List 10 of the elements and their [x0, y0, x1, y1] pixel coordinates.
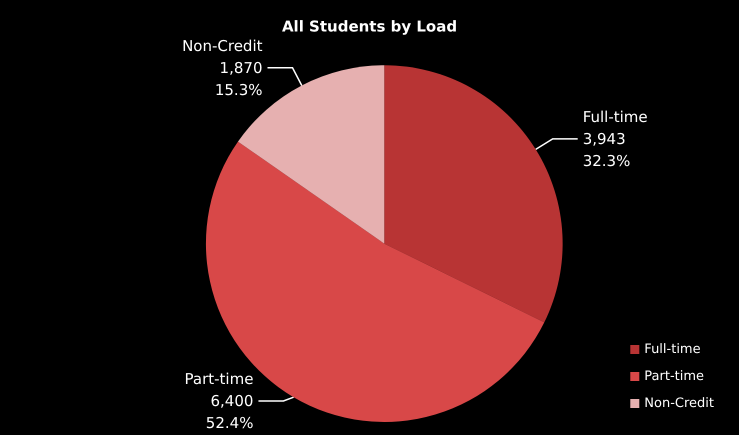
legend-label: Part-time: [644, 369, 704, 384]
data-label: 1,870 15.3%: [214, 58, 263, 99]
slice-label: Part-time: [184, 370, 254, 388]
legend-label: Full-time: [644, 342, 701, 357]
chart-title: All Students by Load: [282, 18, 458, 36]
slice-label: Full-time: [582, 108, 648, 126]
data-label: 6,400 52.4%: [206, 392, 254, 432]
data-label: 3,943 32.3%: [582, 130, 630, 170]
slice-label: Non-Credit: [182, 36, 263, 55]
legend-label: Non-Credit: [644, 396, 714, 411]
